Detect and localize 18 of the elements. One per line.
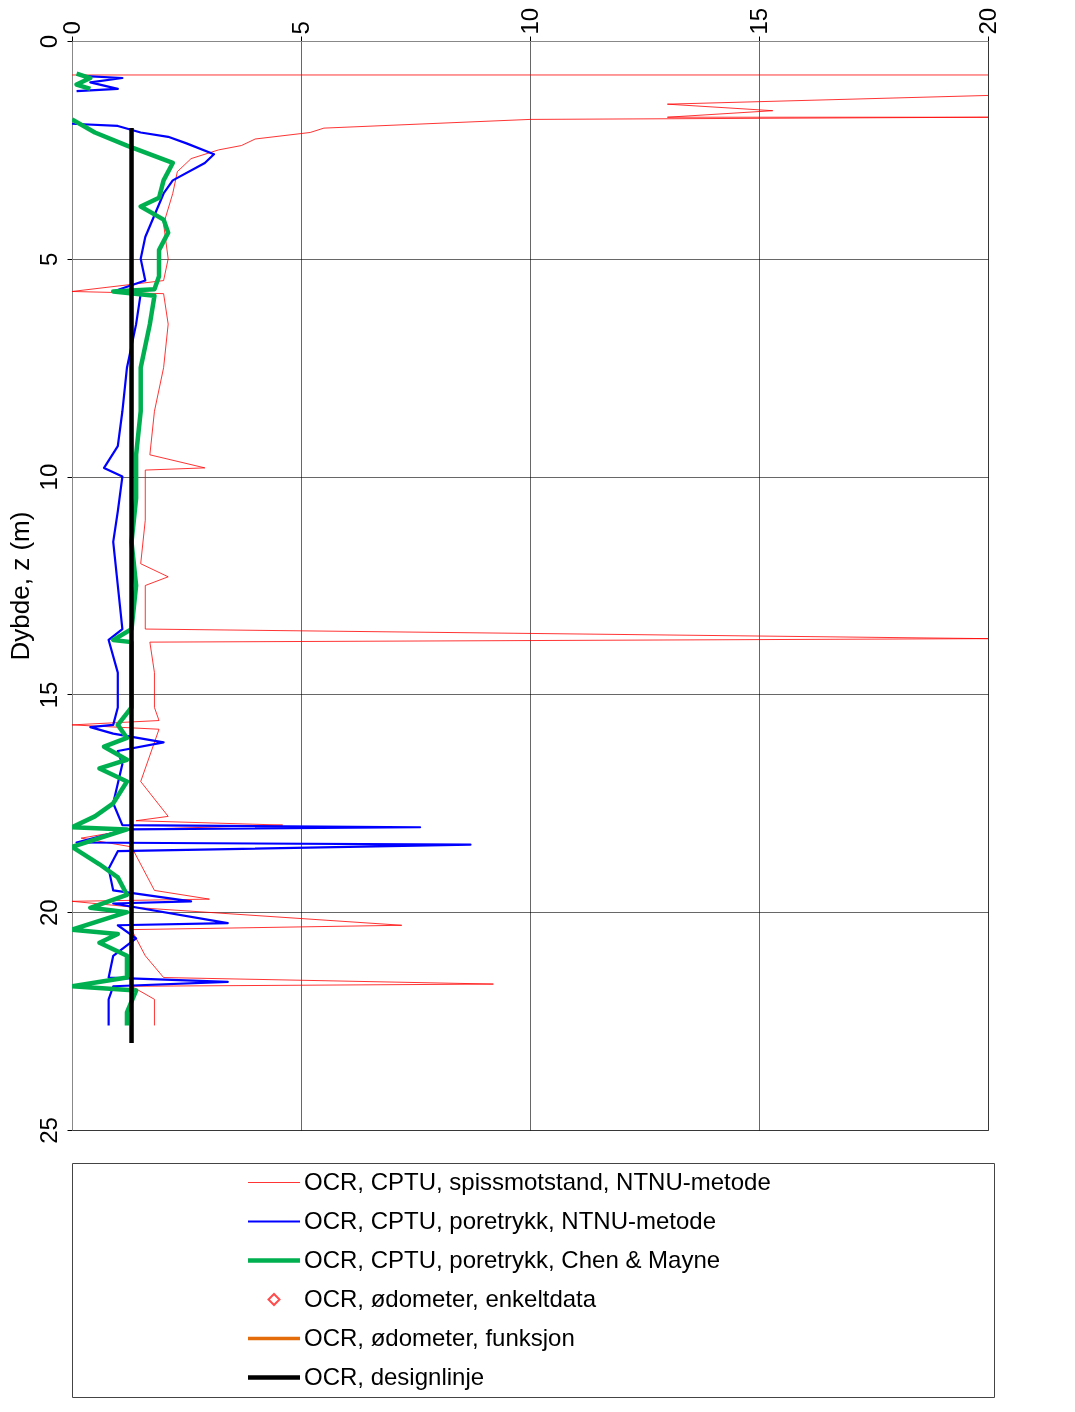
x-tick-label: 15 (744, 7, 772, 35)
x-tick-label: 5 (286, 21, 314, 35)
legend-label: OCR, CPTU, spissmotstand, NTNU-metode (304, 1167, 771, 1195)
x-tick-label: 0 (57, 21, 85, 35)
y-tick-label: 0 (34, 34, 62, 49)
legend-label: OCR, designlinje (304, 1362, 485, 1390)
y-axis-title: Dybde, z (m) (4, 511, 35, 661)
x-tick-label: 10 (515, 7, 543, 35)
legend-label: OCR, CPTU, poretrykk, NTNU-metode (304, 1206, 717, 1234)
legend-label: OCR, ødometer, funksjon (304, 1323, 575, 1351)
y-tick-label: 15 (34, 681, 62, 709)
y-tick-label: 20 (34, 899, 62, 927)
y-tick-label: 5 (34, 252, 62, 266)
y-tick-label: 10 (34, 463, 62, 491)
legend-label: OCR, ødometer, enkeltdata (304, 1284, 597, 1312)
legend-label: OCR, CPTU, poretrykk, Chen & Mayne (304, 1245, 721, 1273)
x-tick-label: 20 (973, 7, 1001, 35)
y-tick-label: 25 (34, 1117, 62, 1144)
